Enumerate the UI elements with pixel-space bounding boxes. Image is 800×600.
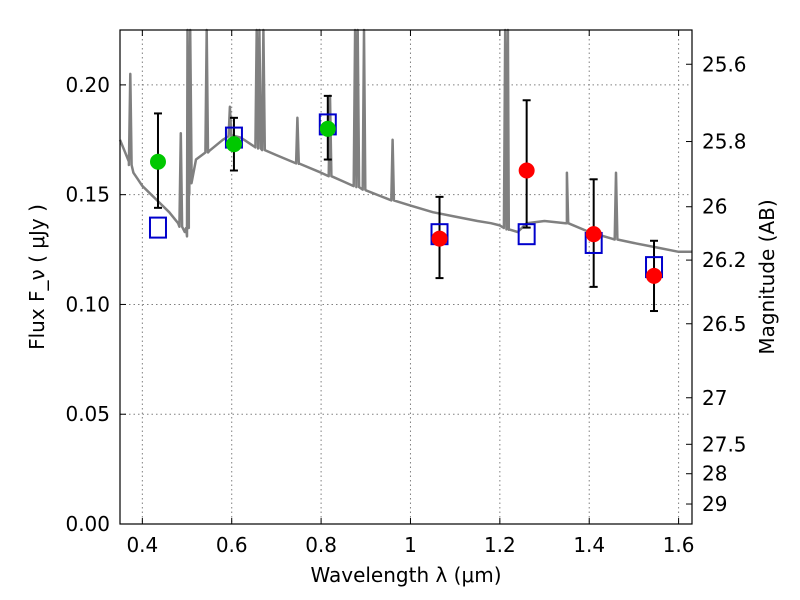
observed-point-red — [518, 162, 535, 179]
x-tick-label: 0.8 — [305, 533, 337, 557]
model-band-square — [148, 216, 167, 239]
mag-tick-label: 26 — [702, 195, 727, 219]
mag-tick-label: 29 — [702, 492, 727, 516]
x-tick-label: 1.4 — [573, 533, 605, 557]
mag-tick-label: 28 — [702, 462, 727, 486]
observed-point-red — [431, 230, 448, 247]
observed-point-green — [149, 153, 166, 170]
x-tick-label: 1 — [404, 533, 417, 557]
observed-point-red — [646, 267, 663, 284]
observed-point-red — [585, 226, 602, 243]
observed-dot-layer — [149, 120, 663, 284]
x-axis-title: Wavelength λ (μm) — [310, 563, 501, 587]
plot-frame — [119, 29, 693, 525]
mag-tick-label: 27.5 — [702, 432, 747, 456]
y-tick-label: 0.10 — [65, 292, 110, 316]
y-axis-title: Flux F_ν ( μJy ) — [25, 204, 49, 350]
observed-point-green — [225, 136, 242, 153]
tick-layer: 0.4 0.6 0.8 1 1.2 1.4 1.6 0.00 0.05 0.10 0.15 0.20 2… — [65, 30, 747, 557]
x-tick-label: 1.6 — [663, 533, 695, 557]
model-square-layer — [148, 113, 664, 279]
model-band-square — [517, 223, 536, 246]
model-spectrum-line — [118, 28, 692, 254]
mag-tick-label: 25.8 — [702, 130, 747, 154]
y-tick-label: 0.05 — [65, 402, 110, 426]
y-tick-label: 0.20 — [65, 73, 110, 97]
observed-point-green — [319, 120, 336, 137]
y-axis-right-title: Magnitude (AB) — [755, 199, 779, 354]
x-tick-label: 0.4 — [126, 533, 158, 557]
mag-tick-label: 26.5 — [702, 312, 747, 336]
y-tick-label: 0.00 — [65, 512, 110, 536]
y-tick-label: 0.15 — [65, 183, 110, 207]
x-tick-label: 1.2 — [484, 533, 516, 557]
mag-tick-label: 26.2 — [702, 248, 747, 272]
mag-tick-label: 25.6 — [702, 52, 747, 76]
mag-tick-label: 27 — [702, 386, 727, 410]
spectrum-layer — [118, 28, 692, 254]
x-tick-label: 0.6 — [216, 533, 248, 557]
